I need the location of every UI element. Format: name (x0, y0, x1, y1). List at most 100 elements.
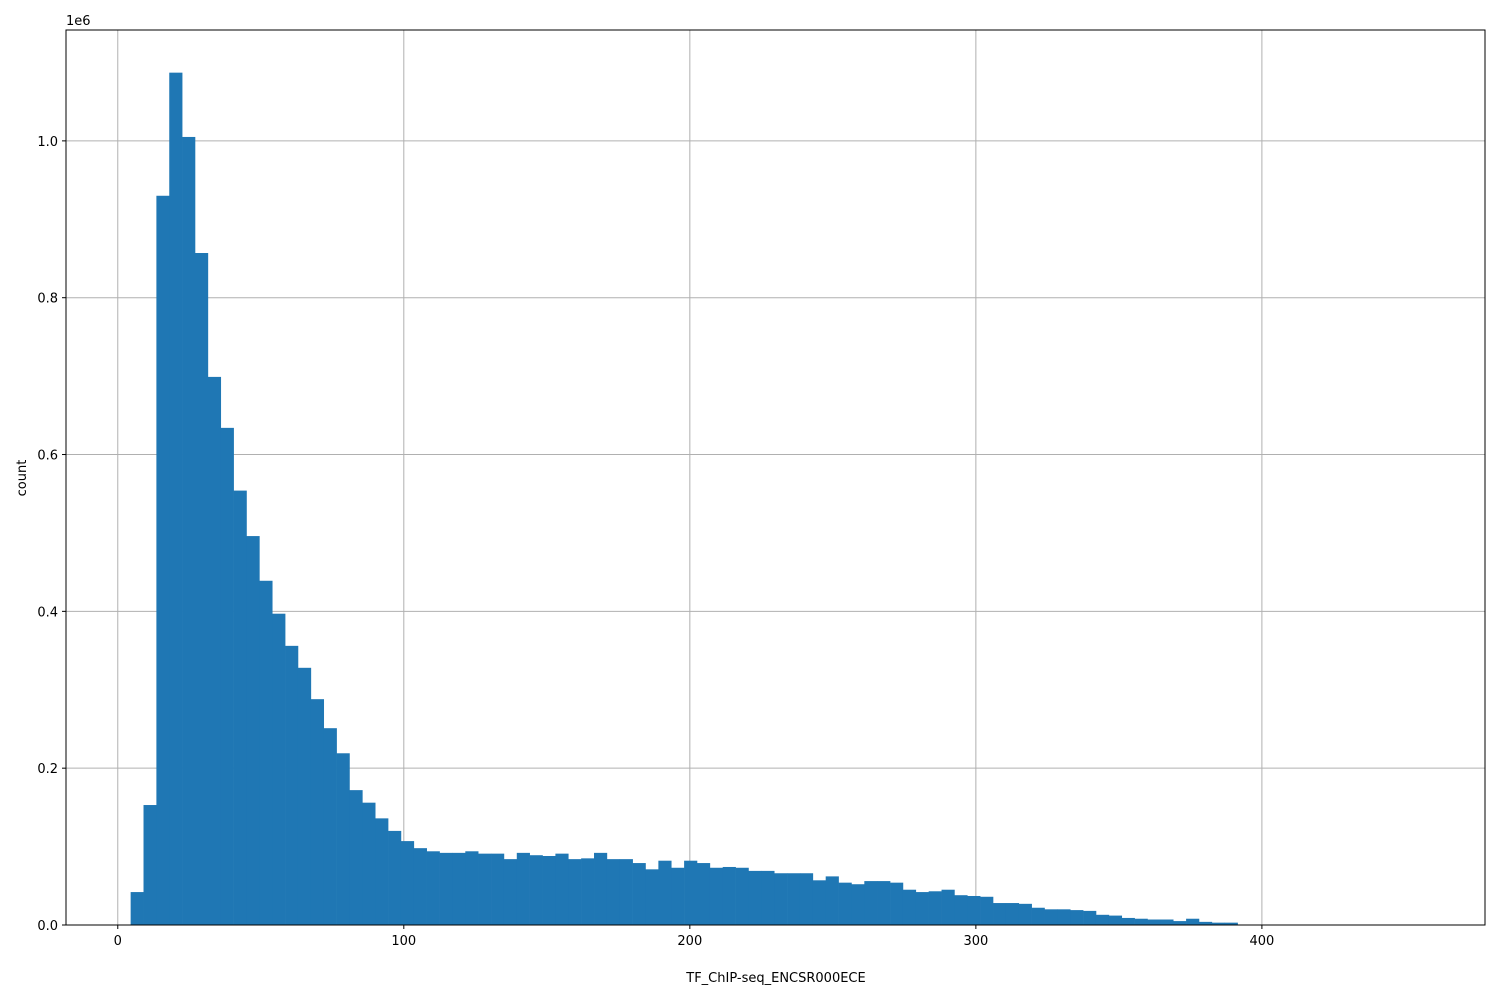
histogram-bar (478, 853, 492, 925)
histogram-bar (877, 881, 891, 925)
x-tick-label: 200 (677, 934, 702, 949)
histogram-bar (735, 867, 749, 925)
histogram-bar (285, 645, 299, 925)
histogram-bar (684, 860, 698, 925)
histogram-bar (207, 376, 222, 925)
histogram-bar (465, 851, 479, 925)
histogram-bar (503, 859, 518, 925)
y-tick-label: 0.6 (37, 449, 58, 464)
histogram-bar (542, 855, 556, 925)
histogram-bar (143, 805, 157, 925)
histogram-bar (1070, 910, 1084, 925)
histogram-bar (1108, 915, 1123, 925)
histogram-bar (516, 852, 530, 925)
histogram-bar (1005, 903, 1020, 925)
histogram-bar (890, 882, 904, 925)
histogram-bar (1134, 918, 1148, 925)
histogram-bar (658, 860, 672, 925)
histogram-bar (1044, 909, 1058, 925)
histogram-bar (1121, 917, 1135, 925)
histogram-bar (709, 867, 724, 925)
histogram-bar (413, 848, 427, 925)
histogram-bar (799, 873, 814, 925)
x-tick-label: 400 (1249, 934, 1274, 949)
histogram-bar (1224, 922, 1238, 925)
histogram-bar (1211, 922, 1226, 925)
histogram-bar (812, 880, 826, 925)
histogram-bar (452, 852, 466, 925)
histogram-bar (426, 851, 440, 925)
histogram-bar (349, 790, 363, 925)
y-tick-label: 0.4 (37, 605, 58, 620)
histogram-bar (838, 882, 852, 925)
histogram-bar (1173, 921, 1187, 925)
histogram-bar (529, 855, 543, 925)
histogram-bar (220, 427, 234, 925)
x-tick-label: 300 (963, 934, 988, 949)
histogram-bar (1031, 907, 1045, 925)
histogram-bar (645, 869, 659, 925)
y-tick-label: 0.0 (37, 919, 58, 934)
histogram-bar (774, 873, 788, 925)
histogram-bar (182, 136, 196, 926)
histogram-bar (1018, 903, 1032, 925)
histogram-bar (980, 896, 994, 925)
histogram-bar (195, 253, 209, 926)
histogram-bar (787, 873, 801, 925)
histogram-bar (555, 853, 569, 925)
histogram-bar (297, 667, 312, 925)
histogram-bar (619, 859, 633, 925)
histogram-bar (581, 858, 595, 925)
histogram-bar (632, 863, 646, 925)
histogram-bar (928, 891, 942, 925)
histogram-bar (1083, 910, 1097, 925)
axes-frame (65, 29, 1486, 926)
histogram-bar (967, 895, 981, 925)
y-tick-label: 1.0 (37, 135, 58, 150)
y-offset-label: 1e6 (66, 14, 91, 29)
x-axis-label: TF_ChIP-seq_ENCSR000ECE (685, 971, 865, 986)
histogram-bar (156, 195, 170, 925)
histogram-bar (130, 892, 144, 925)
histogram-bars (130, 72, 1238, 926)
histogram-bar (400, 841, 415, 925)
histogram-bar (233, 490, 247, 925)
histogram-bar (941, 889, 955, 925)
y-tick-label: 0.2 (37, 762, 58, 777)
histogram-bar (594, 852, 608, 925)
histogram-bar (323, 728, 337, 925)
histogram-bar (851, 884, 865, 925)
histogram-bar (246, 536, 260, 925)
histogram-bar (722, 866, 736, 925)
histogram-bar (696, 863, 711, 925)
histogram-bar (491, 853, 505, 925)
x-tick-label: 0 (114, 934, 122, 949)
histogram-bar (864, 881, 878, 925)
histogram-bar (915, 892, 929, 925)
histogram-bar (606, 859, 621, 925)
histogram-bar (568, 859, 582, 925)
histogram-bar (902, 889, 917, 925)
histogram-bar (169, 72, 183, 926)
histogram-bar (1147, 919, 1161, 925)
histogram-bar (1186, 918, 1200, 925)
histogram-bar (310, 699, 325, 925)
y-axis-label: count (15, 460, 30, 497)
histogram-bar (388, 830, 402, 925)
histogram-bar (671, 867, 685, 925)
histogram-bar (1160, 919, 1174, 925)
histogram-bar (1057, 909, 1071, 925)
histogram-bar (259, 580, 273, 925)
y-tick-label: 0.8 (37, 292, 58, 307)
histogram-bar (954, 895, 968, 925)
histogram-bar (272, 613, 286, 925)
histogram-bar (748, 870, 762, 925)
histogram-bar (993, 903, 1007, 925)
histogram-bar (825, 876, 839, 925)
histogram-bar (439, 852, 453, 925)
histogram-bar (336, 753, 350, 925)
histogram-bar (1095, 914, 1110, 925)
histogram-bar (1198, 921, 1213, 925)
histogram-bar (362, 802, 376, 925)
